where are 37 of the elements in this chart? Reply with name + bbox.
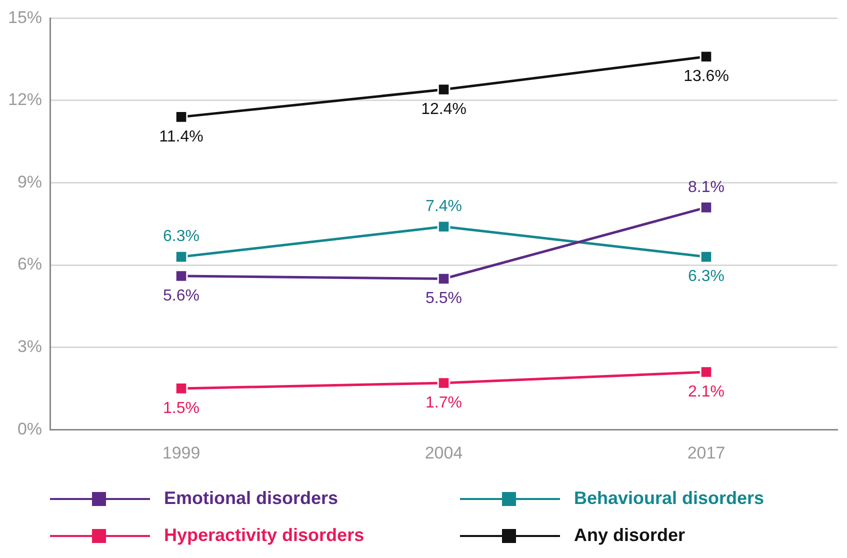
x-tick-label: 1999 [162,443,200,462]
text: Hyperactivity disorders [164,525,364,546]
point [700,366,713,378]
point [174,382,188,395]
data-label: 2.1% [688,383,724,400]
point [437,376,450,390]
data-label: 1.7% [426,394,462,412]
data-label: 1.5% [163,400,200,417]
y-tick-label: 6% [17,254,42,274]
y-tick-label: 12% [8,90,42,110]
x-tick-label: 2017 [687,443,726,462]
text: Emotional disorders [164,488,338,509]
data-label: 13.6% [684,68,729,86]
y-tick-label: 3% [17,337,42,356]
data-label: 5.6% [163,287,200,304]
data-label: 5.5% [426,290,462,308]
data-label: 12.4% [421,100,466,118]
point [437,83,450,96]
x-tick-label: 2004 [424,443,463,462]
y-tick-label: 15% [8,8,42,27]
point [437,220,450,234]
point [174,270,188,282]
point [700,50,713,64]
point [174,110,188,124]
text: Any disorder [574,525,686,546]
point [174,250,188,264]
text: Behavioural disorders [574,488,764,509]
point [437,272,450,286]
y-tick-label: 0% [17,419,42,438]
data-label: 11.4% [159,128,204,146]
data-label: 6.3% [163,228,200,246]
point [700,201,713,214]
data-label: 8.1% [688,178,724,196]
data-label: 6.3% [688,268,724,286]
data-label: 7.4% [426,198,462,216]
y-tick-label: 9% [17,172,42,192]
point [700,250,713,264]
